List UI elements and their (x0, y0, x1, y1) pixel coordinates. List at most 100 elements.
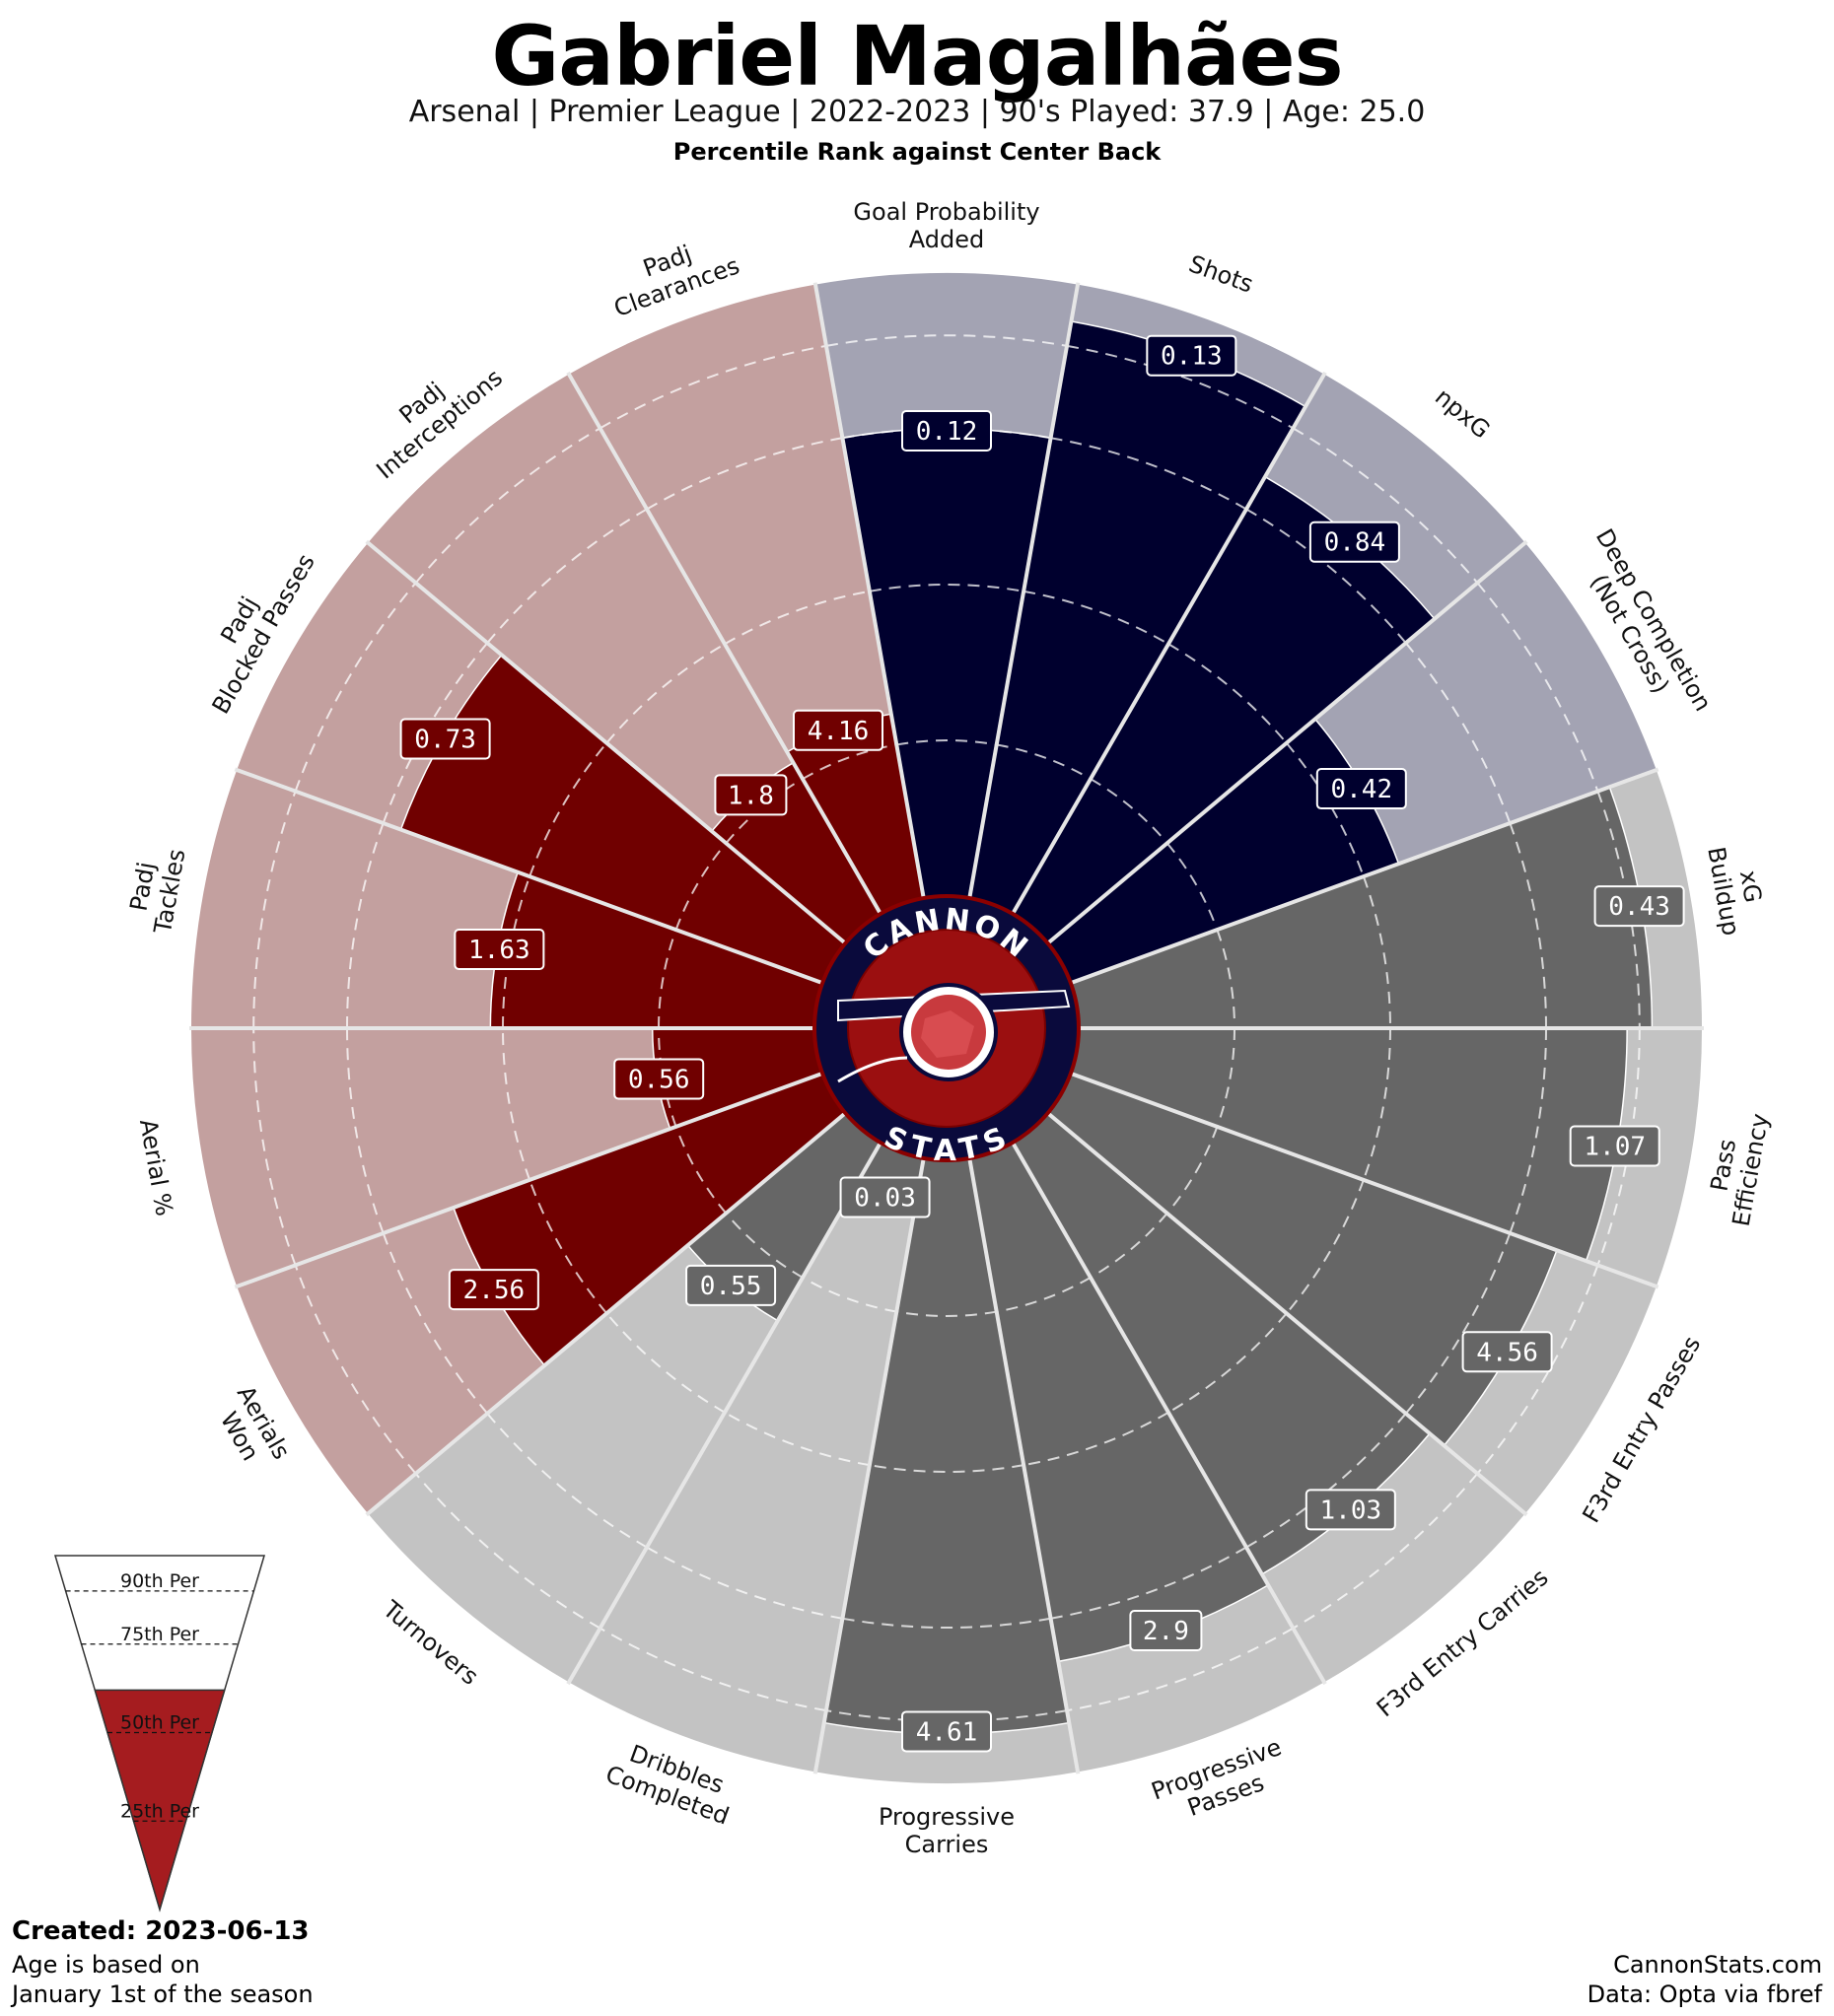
gridline-90 (252, 1027, 297, 1266)
legend-fill (94, 1689, 226, 1912)
category-label-goal-probability-added: Goal Probability Added (853, 198, 1039, 253)
gridline-50 (1362, 1027, 1391, 1181)
gridline-25 (658, 929, 677, 1029)
gridline-25 (674, 842, 728, 931)
slice-separators (189, 282, 1704, 1774)
age-note-line-2: January 1st of the season (12, 1981, 314, 2008)
value-label-progressive-passes: 2.9 (1129, 1610, 1203, 1652)
gridline-75 (346, 822, 385, 1029)
value-label-box (839, 1176, 931, 1218)
value-label-pass-efficiency: 1.07 (1569, 1125, 1660, 1167)
gridline-90 (1292, 1473, 1479, 1630)
gridline-75 (1404, 1232, 1512, 1415)
value-label-box (454, 929, 545, 971)
value-label-box (1569, 1125, 1660, 1167)
gridline-90 (1292, 427, 1479, 584)
gridline-25 (674, 1126, 728, 1215)
gridline-50 (605, 1312, 726, 1414)
slice-separator (1070, 1071, 1659, 1289)
gridline-90 (1066, 1627, 1294, 1712)
category-label-pass-efficiency: PassEfficiency (1700, 1107, 1774, 1229)
value-label-box (793, 709, 884, 751)
value-label-box (399, 718, 491, 760)
value-label-text: 4.16 (808, 717, 870, 746)
gridline-25 (1165, 842, 1219, 931)
created-date: Created: 2023-06-13 (12, 1916, 310, 1946)
value-label-padj-tackles: 1.63 (454, 929, 545, 971)
gridline-90 (825, 334, 1068, 347)
value-label-goal-probability-added: 0.12 (901, 410, 992, 452)
slice-separator (234, 767, 823, 986)
gridline-75 (1245, 508, 1407, 644)
value-label-turnovers: 0.55 (685, 1264, 777, 1306)
gridline-90 (414, 1473, 601, 1630)
gridline-90 (1066, 344, 1294, 430)
data-source: Data: Opta via fbref (1587, 1981, 1822, 2008)
value-label-text: 4.61 (916, 1717, 978, 1747)
value-label-box (1315, 768, 1407, 810)
slice-separator (967, 282, 1081, 899)
gridline-50 (529, 742, 608, 877)
gridline-25 (1165, 1126, 1219, 1215)
gridline-25 (1090, 1213, 1168, 1279)
gridline-75 (382, 1232, 489, 1415)
gridline-90 (294, 582, 417, 792)
slice-separator (365, 539, 847, 945)
gridline-75 (346, 1027, 385, 1234)
value-label-text: 1.63 (468, 936, 530, 965)
gridline-75 (646, 1546, 843, 1620)
value-label-xg-buildup: 0.43 (1593, 885, 1685, 928)
gridline-75 (1509, 822, 1547, 1029)
gridline-90 (1476, 582, 1599, 792)
slice-bg-dribbles-completed (569, 1143, 924, 1773)
value-label-text: 0.73 (414, 725, 476, 754)
value-label-box (1461, 1331, 1553, 1373)
category-label-shots: Shots (1185, 249, 1257, 298)
gridline-25 (1216, 1027, 1235, 1128)
value-label-box (448, 1269, 539, 1311)
slice-separator (1011, 1142, 1327, 1686)
gridline-50 (1023, 590, 1169, 646)
value-label-box (1305, 1489, 1396, 1531)
gridline-75 (646, 437, 843, 511)
value-label-f3rd-entry-passes: 4.56 (1461, 1331, 1553, 1373)
gridline-50 (502, 875, 531, 1029)
value-label-box (1308, 521, 1400, 563)
slice-separator (812, 282, 926, 899)
legend-label: 90th Per (120, 1570, 199, 1592)
category-label-aerials-won: AerialsWon (208, 1381, 296, 1478)
gridline-75 (486, 508, 648, 644)
value-label-text: 0.12 (916, 417, 978, 447)
gridline-50 (502, 1027, 531, 1181)
value-label-padj-clearances: 4.16 (793, 709, 884, 751)
slice-separator (1011, 371, 1327, 915)
player-name-title: Gabriel Magalhães (491, 8, 1343, 104)
gridline-50 (1285, 1179, 1365, 1314)
category-label-xg-buildup: xGBuildup (1702, 840, 1772, 938)
gridline-75 (1050, 1546, 1247, 1620)
gridline-50 (1167, 643, 1288, 744)
gridline-50 (724, 1411, 871, 1467)
value-label-text: 0.43 (1608, 892, 1670, 922)
value-label-aerial: 0.56 (613, 1058, 705, 1100)
category-label-progressive-carries: Progressive Carries (879, 1803, 1015, 1858)
slice-separator (812, 1157, 926, 1774)
value-label-deep-completion-not-cross: 0.42 (1315, 768, 1407, 810)
value-label-progressive-carries: 4.61 (901, 1710, 992, 1753)
value-label-padj-blocked-passes: 0.73 (399, 718, 491, 760)
value-label-text: 2.56 (463, 1276, 526, 1305)
gridline-75 (1050, 437, 1247, 511)
value-label-box (1129, 1610, 1203, 1652)
value-label-text: 1.8 (728, 781, 774, 810)
legend-label: 75th Per (120, 1624, 199, 1645)
player-info-subtitle: Arsenal | Premier League | 2022-2023 | 9… (408, 95, 1426, 129)
value-label-box (1146, 334, 1237, 377)
age-note-line-1: Age is based on (12, 1951, 200, 1979)
gridline-25 (1216, 929, 1235, 1029)
gridline-50 (869, 1464, 1024, 1473)
gridline-50 (1023, 1411, 1169, 1467)
gridline-75 (842, 1617, 1051, 1629)
